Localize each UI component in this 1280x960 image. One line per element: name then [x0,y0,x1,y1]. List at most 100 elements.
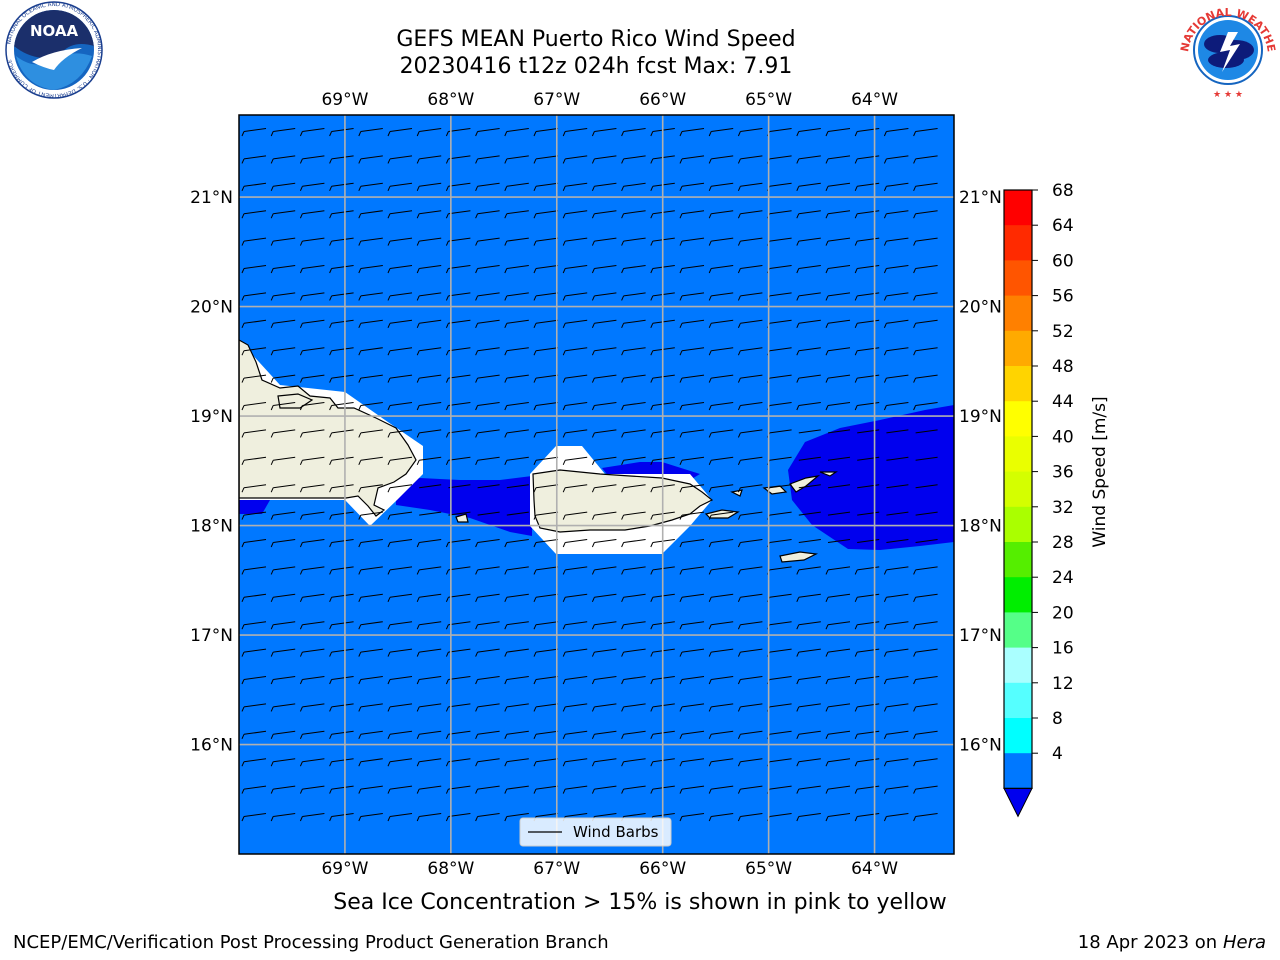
wind-barb-shaft [886,429,909,434]
wind-barb-shaft [243,566,267,571]
colorbar-tick-label: 52 [1052,322,1074,342]
wind-barb-flag [387,268,391,274]
wind-barb-shaft [827,539,851,543]
wind-barb-shaft [389,539,413,543]
wind-barb-flag [650,350,654,356]
wind-barb-flag [270,706,274,712]
wind-barb-flag [241,706,245,712]
wind-barb-flag [854,350,858,356]
wind-barb-shaft [273,648,296,653]
wind-barb-flag [621,323,625,329]
wind-barb-flag [475,213,479,219]
wind-barb-shaft [565,703,588,708]
colorbar-tick-label: 12 [1052,674,1074,694]
wind-barb-shaft [681,429,705,434]
wind-barb-shaft [331,703,354,708]
wind-barb-shaft [389,730,413,735]
wind-barb-shaft [302,566,325,571]
wind-barb-flag [504,186,508,192]
wind-barb-flag [883,213,887,219]
wind-barb-flag [387,734,391,740]
colorbar-segment [1004,366,1032,402]
wind-barb-flag [679,734,683,740]
wind-barb-flag [299,460,303,466]
wind-barb-flag [533,624,537,630]
wind-barb-shaft [302,813,325,817]
wind-barb-shaft [331,347,354,352]
wind-barb-flag [533,487,537,493]
wind-barb-flag [679,788,683,794]
wind-barb-shaft [798,429,821,434]
lon-label-bottom: 64°W [851,859,898,879]
wind-barb-flag [416,405,420,411]
wind-barb-flag [504,295,508,301]
wind-barb-shaft [535,155,559,160]
wind-barb-shaft [448,703,471,708]
wind-barb-shaft [477,429,500,434]
wind-barb-shaft [243,402,267,406]
wind-barb-flag [445,624,449,630]
wind-barb-shaft [740,347,763,352]
wind-barb-shaft [535,237,559,242]
wind-barb-shaft [827,429,851,434]
wind-barb-shaft [827,785,851,790]
wind-barb-flag [241,514,245,520]
wind-barb-flag [796,597,800,603]
wind-barb-flag [533,706,537,712]
wind-barb-shaft [273,511,296,516]
wind-barb-shaft [652,648,675,653]
wind-barb-flag [533,295,537,301]
wind-barb-flag [241,158,245,164]
wind-barb-flag [825,788,829,794]
wind-barb-flag [825,761,829,767]
wind-barb-flag [737,432,741,438]
wind-barb-shaft [623,676,646,680]
wind-barb-shaft [389,210,413,215]
wind-barb-flag [621,761,625,767]
wind-barb-shaft [419,484,442,489]
wind-barb-flag [679,597,683,603]
wind-barb-flag [299,514,303,520]
colorbar-tick-label: 40 [1052,427,1074,447]
wind-barb-shaft [565,182,588,187]
wind-barb-flag [650,323,654,329]
wind-barb-shaft [389,758,413,763]
wind-barb-flag [679,377,683,383]
wind-barb-flag [679,651,683,657]
wind-barb-shaft [652,374,675,379]
wind-barb-flag [737,788,741,794]
wind-barb-flag [796,816,800,822]
wind-barb-flag [241,569,245,575]
wind-barb-shaft [769,813,792,817]
wind-barb-flag [621,514,625,520]
wind-barb-shaft [535,128,559,132]
wind-barb-flag [562,158,566,164]
lat-label-right: 16°N [959,736,1002,756]
wind-barb-flag [445,131,449,137]
wind-barb-shaft [827,402,851,406]
wind-barb-flag [883,706,887,712]
wind-barb-flag [475,432,479,438]
land-culebra [730,489,743,497]
wind-barb-shaft [857,813,880,817]
wind-barb-shaft [915,182,938,187]
wind-barb-shaft [769,703,792,708]
wind-barb-shaft [740,511,763,516]
wind-barb-flag [562,569,566,575]
wind-barb-shaft [740,484,763,489]
wind-barb-shaft [302,758,325,763]
wind-barb-shaft [360,429,383,434]
wind-barb-shaft [827,155,851,160]
wind-barb-shaft [623,730,646,735]
wind-barb-flag [270,816,274,822]
wind-barb-flag [445,460,449,466]
wind-barb-shaft [857,402,880,406]
wind-barb-flag [562,679,566,685]
wind-barb-flag [241,761,245,767]
wind-barb-shaft [243,758,267,763]
wind-barb-shaft [857,785,880,790]
wind-barb-flag [737,213,741,219]
wind-barb-flag [913,323,917,329]
wind-barb-shaft [769,347,792,352]
wind-barb-shaft [740,648,763,653]
